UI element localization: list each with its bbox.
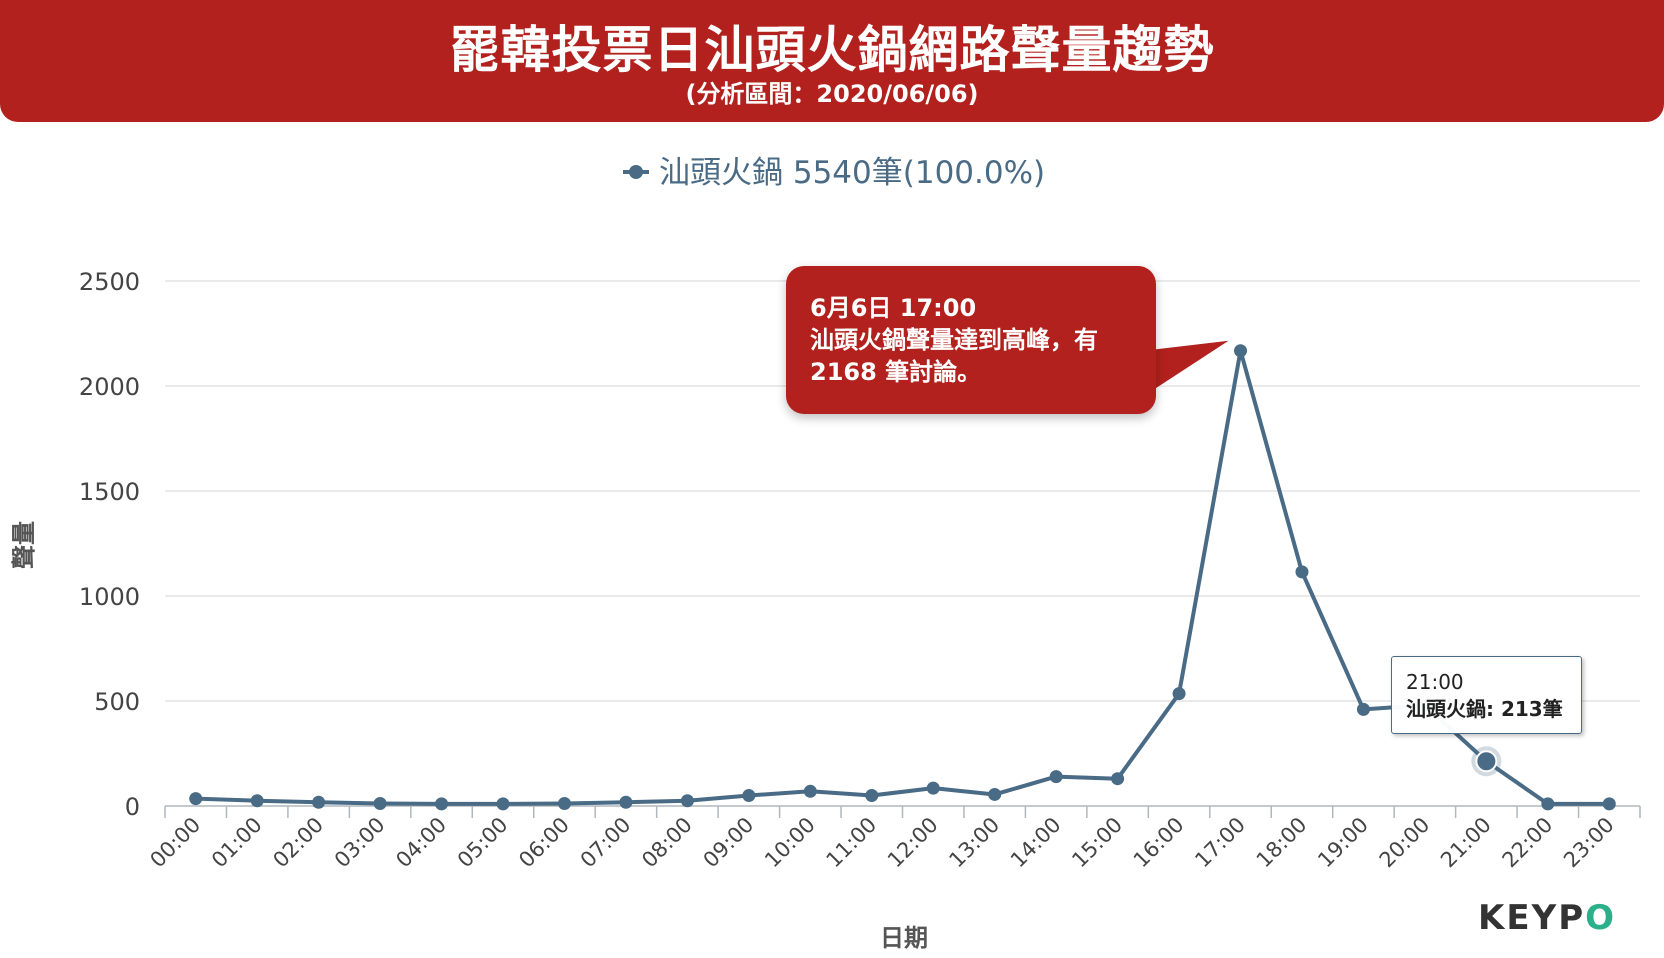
data-point: [1172, 687, 1186, 701]
y-tick-label: 500: [94, 688, 140, 716]
title-banner: 罷韓投票日汕頭火鍋網路聲量趨勢 (分析區間：2020/06/06): [0, 0, 1664, 122]
x-tick-label: 13:00: [944, 813, 1004, 873]
x-tick-label: 22:00: [1498, 813, 1558, 873]
y-tick-label: 2000: [79, 373, 140, 401]
data-point: [988, 787, 1002, 801]
tooltip-value: 213筆: [1500, 697, 1563, 721]
keypo-logo: KEYPO: [1478, 898, 1616, 938]
data-point: [680, 794, 694, 808]
x-tick-label: 19:00: [1313, 813, 1373, 873]
annotation-tail: [1150, 340, 1229, 392]
tooltip-time: 21:00: [1406, 670, 1464, 694]
data-point: [1111, 772, 1125, 786]
data-point: [742, 789, 756, 802]
data-point: [1049, 770, 1063, 784]
x-tick-label: 04:00: [391, 813, 451, 873]
x-tick-label: 07:00: [576, 813, 636, 873]
x-tick-label: 17:00: [1190, 813, 1250, 873]
x-tick-label: 12:00: [883, 813, 943, 873]
data-point: [496, 797, 510, 811]
data-point: [1234, 344, 1248, 358]
x-tick-label: 03:00: [330, 813, 390, 873]
annotation-text: 汕頭火鍋聲量達到高峰，有 2168 筆討論。: [810, 326, 1098, 386]
x-axis-title: 日期: [880, 924, 928, 952]
data-point: [1602, 797, 1616, 811]
logo-accent: O: [1585, 898, 1617, 938]
x-tick-label: 23:00: [1559, 813, 1619, 873]
chart-subtitle: (分析區間：2020/06/06): [685, 80, 979, 108]
peak-annotation: 6月6日 17:00 汕頭火鍋聲量達到高峰，有 2168 筆討論。: [786, 266, 1156, 414]
data-tooltip: 21:00 汕頭火鍋: 213筆: [1391, 656, 1582, 734]
logo-text: KEYP: [1478, 898, 1586, 938]
x-tick-label: 05:00: [453, 813, 513, 873]
x-tick-label: 01:00: [207, 813, 267, 873]
legend: 汕頭火鍋 5540筆(100.0%): [623, 155, 1045, 191]
data-point: [619, 795, 633, 809]
data-point: [865, 789, 879, 802]
y-tick-label: 0: [125, 793, 140, 821]
x-tick-label: 21:00: [1436, 813, 1496, 873]
x-tick-label: 02:00: [268, 813, 328, 873]
y-tick-label: 1000: [79, 583, 140, 611]
data-point: [312, 795, 326, 809]
x-tick-label: 00:00: [145, 813, 205, 873]
data-point: [250, 794, 264, 808]
x-tick-label: 18:00: [1252, 813, 1312, 873]
x-tick-label: 11:00: [822, 813, 882, 873]
data-point: [189, 792, 203, 806]
x-tick-label: 06:00: [514, 813, 574, 873]
data-point: [926, 781, 940, 795]
tooltip-separator: :: [1486, 697, 1501, 721]
legend-marker: [629, 165, 643, 179]
x-tick-label: 09:00: [699, 813, 759, 873]
legend-label: 汕頭火鍋 5540筆(100.0%): [659, 155, 1045, 191]
x-tick-label: 10:00: [760, 813, 820, 873]
data-point: [373, 796, 387, 810]
data-point-hovered: [1475, 750, 1498, 773]
data-point: [1541, 797, 1555, 811]
y-tick-label: 2500: [79, 268, 140, 296]
data-point: [435, 797, 449, 811]
x-tick-label: 20:00: [1375, 813, 1435, 873]
annotation-pointer: [1150, 340, 1229, 392]
annotation-date: 6月6日 17:00: [810, 294, 977, 322]
x-tick-label: 15:00: [1067, 813, 1127, 873]
series-line: [189, 344, 1616, 811]
y-tick-label: 1500: [79, 478, 140, 506]
data-point: [1356, 702, 1370, 716]
data-point: [557, 796, 571, 810]
x-tick-label: 14:00: [1006, 813, 1066, 873]
chart-title: 罷韓投票日汕頭火鍋網路聲量趨勢: [449, 21, 1215, 79]
data-point: [803, 784, 817, 798]
x-tick-label: 08:00: [637, 813, 697, 873]
tooltip-series-name: 汕頭火鍋: [1406, 697, 1486, 721]
series-line-path: [195, 348, 1610, 806]
y-axis-title: 聲量: [10, 521, 38, 569]
x-tick-label: 16:00: [1129, 813, 1189, 873]
data-point: [1295, 565, 1309, 579]
